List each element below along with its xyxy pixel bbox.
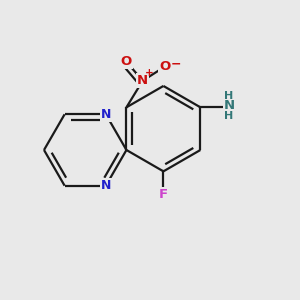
- Text: N: N: [100, 179, 111, 192]
- Text: O: O: [159, 60, 170, 73]
- Text: −: −: [171, 57, 181, 70]
- Text: H: H: [224, 91, 233, 101]
- Text: F: F: [159, 188, 168, 201]
- Text: O: O: [121, 55, 132, 68]
- Text: +: +: [145, 68, 154, 78]
- Text: N: N: [224, 99, 235, 112]
- Text: N: N: [100, 108, 111, 121]
- Text: H: H: [224, 110, 233, 121]
- Text: N: N: [137, 74, 148, 87]
